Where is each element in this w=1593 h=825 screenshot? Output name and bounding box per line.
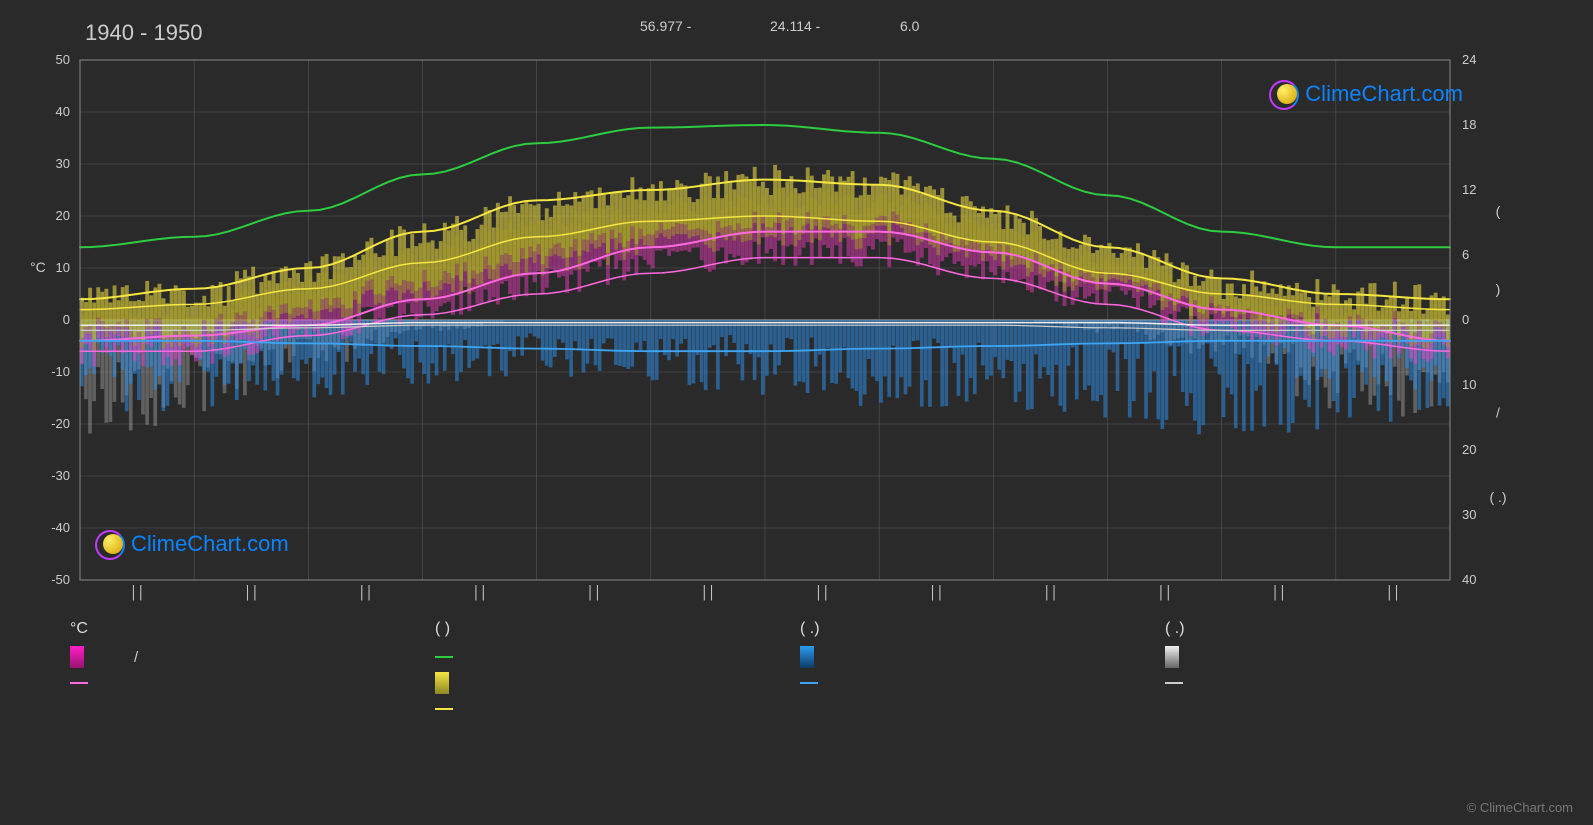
svg-text:0: 0 xyxy=(1462,312,1469,327)
legend-line xyxy=(435,656,453,658)
svg-text:10: 10 xyxy=(1462,377,1476,392)
climechart-icon xyxy=(1269,80,1297,108)
legend-line xyxy=(800,682,818,684)
svg-text:/: / xyxy=(1496,405,1500,421)
svg-text:0: 0 xyxy=(63,312,70,327)
svg-text:׀׀: ׀׀ xyxy=(244,584,259,601)
svg-text:10: 10 xyxy=(56,260,70,275)
svg-text:׀׀: ׀׀ xyxy=(701,584,716,601)
svg-text:׀׀: ׀׀ xyxy=(929,584,944,601)
svg-text:18: 18 xyxy=(1462,117,1476,132)
legend-line xyxy=(1165,682,1183,684)
legend-header: ( .) xyxy=(1165,620,1530,638)
svg-text:°C: °C xyxy=(30,259,46,275)
legend-swatch xyxy=(800,646,814,668)
watermark-text: ClimeChart.com xyxy=(131,531,289,557)
svg-text:׀׀: ׀׀ xyxy=(815,584,830,601)
legend-item xyxy=(1165,646,1530,668)
svg-text:-30: -30 xyxy=(51,468,70,483)
legend-item xyxy=(1165,672,1530,694)
legend-header: ( ) xyxy=(435,620,800,638)
svg-text:׀׀: ׀׀ xyxy=(1271,584,1286,601)
legend-item xyxy=(70,672,435,694)
svg-text:׀׀: ׀׀ xyxy=(1157,584,1172,601)
svg-text:׀׀: ׀׀ xyxy=(130,584,145,601)
svg-text:׀׀: ׀׀ xyxy=(1043,584,1058,601)
legend-item xyxy=(800,672,1165,694)
svg-text:20: 20 xyxy=(1462,442,1476,457)
svg-text:24: 24 xyxy=(1462,52,1476,67)
svg-text:40: 40 xyxy=(1462,572,1476,587)
legend-swatch xyxy=(70,646,84,668)
altitude-text: 6.0 xyxy=(900,18,919,34)
legend-item xyxy=(435,698,800,720)
svg-text:-10: -10 xyxy=(51,364,70,379)
legend-col-snow: ( .) xyxy=(1165,620,1530,724)
svg-text:-20: -20 xyxy=(51,416,70,431)
legend: °C / ( ) ( .) ( .) xyxy=(70,620,1530,724)
svg-text:( .): ( .) xyxy=(1489,489,1506,505)
legend-col-daylight: ( ) xyxy=(435,620,800,724)
legend-swatch xyxy=(435,672,449,694)
svg-text:(: ( xyxy=(1496,203,1501,219)
chart-container: 1940 - 1950 56.977 - 24.114 - 6.0 50 40 30… xyxy=(0,0,1593,825)
watermark-top: ClimeChart.com xyxy=(1269,80,1463,108)
legend-col-precip: ( .) xyxy=(800,620,1165,724)
climechart-icon xyxy=(95,530,123,558)
legend-col-temp: °C / xyxy=(70,620,435,724)
svg-text:-50: -50 xyxy=(51,572,70,587)
legend-item xyxy=(435,672,800,694)
legend-item xyxy=(800,646,1165,668)
legend-line xyxy=(435,708,453,710)
legend-label: / xyxy=(134,649,138,666)
legend-item: / xyxy=(70,646,435,668)
svg-text:): ) xyxy=(1496,281,1501,297)
svg-text:50: 50 xyxy=(56,52,70,67)
chart-title: 1940 - 1950 xyxy=(85,20,202,46)
svg-text:׀׀: ׀׀ xyxy=(472,584,487,601)
legend-header: °C xyxy=(70,620,435,638)
legend-header: ( .) xyxy=(800,620,1165,638)
svg-text:׀׀: ׀׀ xyxy=(1386,584,1401,601)
watermark-text: ClimeChart.com xyxy=(1305,81,1463,107)
watermark-bottom: ClimeChart.com xyxy=(95,530,289,558)
longitude-text: 24.114 - xyxy=(770,18,820,34)
svg-text:40: 40 xyxy=(56,104,70,119)
svg-text:20: 20 xyxy=(56,208,70,223)
svg-text:-40: -40 xyxy=(51,520,70,535)
legend-item xyxy=(435,646,800,668)
legend-swatch xyxy=(1165,646,1179,668)
legend-line xyxy=(70,682,88,684)
svg-text:30: 30 xyxy=(1462,507,1476,522)
latitude-text: 56.977 - xyxy=(640,18,691,34)
svg-text:׀׀: ׀׀ xyxy=(586,584,601,601)
svg-text:6: 6 xyxy=(1462,247,1469,262)
copyright: © ClimeChart.com xyxy=(1467,800,1573,815)
svg-text:30: 30 xyxy=(56,156,70,171)
svg-text:12: 12 xyxy=(1462,182,1476,197)
svg-text:׀׀: ׀׀ xyxy=(358,584,373,601)
